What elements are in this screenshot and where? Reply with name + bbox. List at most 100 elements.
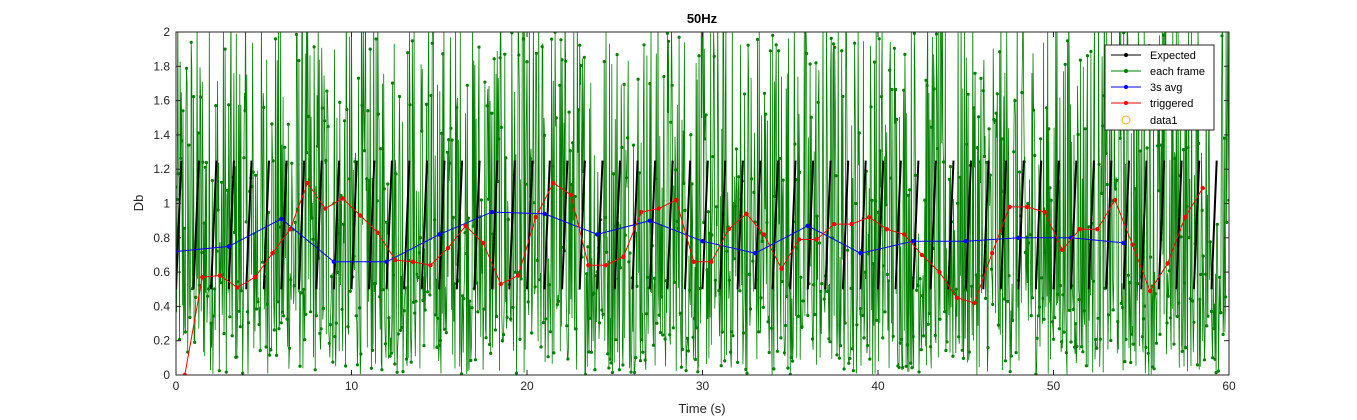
each-frame-point: [438, 338, 442, 343]
each-frame-point: [614, 338, 618, 342]
each-frame-point: [1180, 349, 1184, 353]
each-frame-point: [808, 62, 812, 66]
each-frame-point: [975, 146, 980, 150]
y-tick-label: 1.2: [153, 162, 170, 176]
each-frame-point: [443, 327, 447, 331]
each-frame-point: [486, 197, 490, 201]
each-frame-point: [729, 350, 733, 354]
each-frame-point: [683, 208, 687, 212]
each-frame-point: [732, 257, 736, 261]
each-frame-point: [771, 33, 775, 38]
3s-avg-point: [489, 209, 495, 215]
each-frame-point: [951, 354, 955, 358]
each-frame-point: [826, 289, 830, 293]
each-frame-point: [1212, 327, 1216, 331]
legend-label-triggered: triggered: [1150, 98, 1193, 110]
each-frame-point: [367, 178, 371, 182]
each-frame-point: [188, 315, 192, 320]
each-frame-point: [330, 275, 334, 279]
each-frame-point: [1205, 324, 1209, 328]
each-frame-point: [751, 259, 755, 263]
each-frame-point: [681, 347, 685, 352]
each-frame-point: [892, 46, 897, 50]
each-frame-point: [711, 155, 715, 159]
each-frame-point: [1071, 307, 1075, 312]
each-frame-point: [799, 275, 803, 279]
each-frame-point: [1003, 359, 1008, 363]
each-frame-point: [184, 66, 189, 70]
each-frame-point: [387, 316, 391, 320]
each-frame-point: [426, 290, 430, 294]
triggered-point: [867, 215, 872, 220]
each-frame-point: [397, 94, 402, 99]
each-frame-point: [846, 248, 850, 252]
each-frame-point: [1119, 301, 1123, 305]
each-frame-point: [674, 168, 678, 172]
triggered-point: [761, 232, 767, 237]
each-frame-point: [645, 275, 650, 279]
each-frame-point: [207, 287, 211, 291]
triggered-point: [393, 257, 398, 263]
x-tick-label: 0: [173, 379, 180, 393]
each-frame-point: [1012, 150, 1016, 154]
y-tick-label: 1.6: [153, 94, 170, 108]
triggered-point: [954, 295, 960, 300]
each-frame-point: [279, 321, 283, 325]
each-frame-point: [865, 343, 870, 348]
each-frame-point: [810, 337, 815, 341]
each-frame-point: [200, 250, 204, 255]
each-frame-point: [204, 160, 208, 165]
3s-avg-point: [331, 259, 337, 264]
each-frame-point: [328, 323, 332, 327]
each-frame-point: [360, 103, 364, 107]
each-frame-point: [991, 302, 995, 306]
each-frame-point: [667, 39, 671, 43]
3s-avg-point: [647, 218, 653, 223]
each-frame-point: [1084, 364, 1088, 368]
each-frame-point: [958, 175, 962, 179]
each-frame-point: [1211, 356, 1215, 360]
each-frame-point: [707, 231, 712, 235]
each-frame-point: [215, 249, 219, 253]
each-frame-point: [791, 359, 795, 363]
each-frame-point: [476, 310, 480, 314]
each-frame-point: [285, 317, 289, 321]
legend-marker-expected: [1124, 53, 1128, 57]
each-frame-point: [915, 288, 919, 292]
each-frame-point: [920, 294, 925, 298]
each-frame-point: [833, 45, 837, 49]
each-frame-point: [898, 341, 902, 345]
each-frame-point: [837, 356, 842, 360]
triggered-point: [849, 221, 854, 227]
each-frame-point: [982, 154, 987, 158]
each-frame-point: [974, 273, 978, 277]
each-frame-point: [812, 283, 816, 287]
each-frame-point: [280, 310, 285, 314]
each-frame-point: [464, 251, 468, 256]
each-frame-point: [348, 289, 352, 293]
each-frame-point: [747, 272, 751, 276]
each-frame-point: [835, 353, 839, 357]
each-frame-point: [906, 193, 911, 197]
each-frame-point: [493, 328, 497, 332]
each-frame-point: [911, 335, 915, 339]
each-frame-point: [733, 204, 737, 208]
each-frame-point: [299, 291, 303, 295]
each-frame-point: [986, 346, 990, 350]
each-frame-point: [1129, 360, 1133, 365]
each-frame-point: [786, 366, 790, 370]
each-frame-point: [1076, 132, 1080, 137]
each-frame-point: [903, 52, 907, 57]
each-frame-point: [912, 32, 916, 35]
each-frame-point: [977, 115, 981, 119]
each-frame-point: [530, 331, 534, 335]
each-frame-point: [223, 47, 227, 51]
each-frame-point: [324, 158, 328, 163]
each-frame-point: [1166, 294, 1170, 298]
each-frame-point: [870, 198, 874, 202]
each-frame-point: [179, 156, 183, 160]
each-frame-point: [268, 353, 272, 357]
each-frame-point: [227, 103, 231, 107]
each-frame-point: [488, 342, 492, 347]
